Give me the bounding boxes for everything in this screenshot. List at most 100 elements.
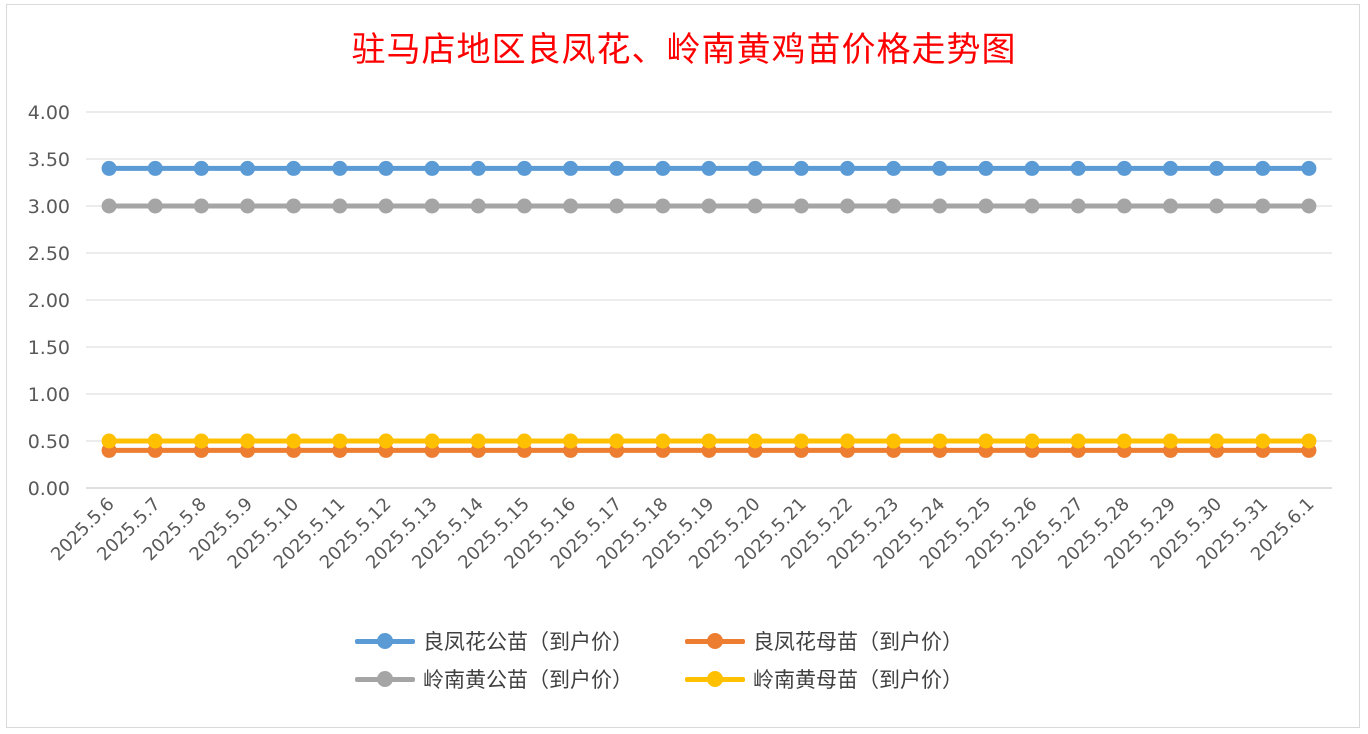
data-point[interactable]: [470, 198, 486, 214]
data-point[interactable]: [147, 160, 163, 176]
data-point[interactable]: [978, 198, 994, 214]
data-point[interactable]: [378, 433, 394, 449]
data-point[interactable]: [378, 198, 394, 214]
data-point[interactable]: [1301, 198, 1317, 214]
data-point[interactable]: [378, 160, 394, 176]
data-point[interactable]: [1116, 433, 1132, 449]
data-point[interactable]: [1070, 433, 1086, 449]
legend-label-series-1: 良凤花母苗（到户价）: [753, 630, 963, 654]
data-point[interactable]: [193, 433, 209, 449]
data-point[interactable]: [240, 198, 256, 214]
data-point[interactable]: [609, 198, 625, 214]
legend-item-series-1[interactable]: 良凤花母苗（到户价）: [685, 628, 1025, 654]
data-point[interactable]: [147, 198, 163, 214]
data-point[interactable]: [839, 433, 855, 449]
series-0: [101, 160, 1317, 176]
data-point[interactable]: [1301, 160, 1317, 176]
legend-item-series-2[interactable]: 岭南黄公苗（到户价）: [355, 666, 685, 692]
y-tick-label: 0.50: [28, 431, 70, 453]
legend-label-series-2: 岭南黄公苗（到户价）: [423, 668, 633, 692]
data-point[interactable]: [886, 433, 902, 449]
data-point[interactable]: [932, 198, 948, 214]
data-point[interactable]: [516, 198, 532, 214]
data-point[interactable]: [655, 160, 671, 176]
data-point[interactable]: [1255, 433, 1271, 449]
data-point[interactable]: [286, 433, 302, 449]
data-point[interactable]: [286, 198, 302, 214]
data-point[interactable]: [793, 198, 809, 214]
legend-item-series-3[interactable]: 岭南黄母苗（到户价）: [685, 666, 1025, 692]
data-point[interactable]: [240, 433, 256, 449]
data-point[interactable]: [886, 198, 902, 214]
data-point[interactable]: [1070, 160, 1086, 176]
data-point[interactable]: [793, 160, 809, 176]
data-point[interactable]: [932, 160, 948, 176]
data-point[interactable]: [1255, 198, 1271, 214]
data-point[interactable]: [1116, 160, 1132, 176]
data-point[interactable]: [1116, 198, 1132, 214]
data-point[interactable]: [240, 160, 256, 176]
data-point[interactable]: [793, 433, 809, 449]
data-point[interactable]: [747, 160, 763, 176]
y-tick-label: 1.50: [28, 337, 70, 359]
data-point[interactable]: [193, 198, 209, 214]
data-point[interactable]: [1209, 433, 1225, 449]
data-point[interactable]: [424, 198, 440, 214]
data-point[interactable]: [978, 433, 994, 449]
legend-item-series-0[interactable]: 良凤花公苗（到户价）: [355, 628, 685, 654]
legend-swatch-series-2: [355, 666, 415, 692]
data-point[interactable]: [563, 160, 579, 176]
data-point[interactable]: [563, 198, 579, 214]
data-point[interactable]: [101, 160, 117, 176]
legend: 良凤花公苗（到户价） 良凤花母苗（到户价） 岭南黄公苗（到户价） 岭南黄母苗（到…: [355, 628, 1055, 692]
data-point[interactable]: [424, 160, 440, 176]
data-point[interactable]: [701, 198, 717, 214]
data-point[interactable]: [1070, 198, 1086, 214]
legend-label-series-0: 良凤花公苗（到户价）: [423, 630, 633, 654]
data-point[interactable]: [932, 433, 948, 449]
data-point[interactable]: [701, 160, 717, 176]
data-point[interactable]: [609, 160, 625, 176]
data-point[interactable]: [332, 433, 348, 449]
data-point[interactable]: [1255, 160, 1271, 176]
data-point[interactable]: [839, 160, 855, 176]
data-point[interactable]: [1162, 198, 1178, 214]
data-point[interactable]: [609, 433, 625, 449]
data-point[interactable]: [747, 433, 763, 449]
chart-title: 驻马店地区良凤花、岭南黄鸡苗价格走势图: [351, 30, 1017, 70]
data-point[interactable]: [147, 433, 163, 449]
y-tick-label: 2.00: [28, 290, 70, 312]
data-point[interactable]: [1024, 198, 1040, 214]
data-point[interactable]: [470, 433, 486, 449]
legend-swatch-series-3: [685, 666, 745, 692]
data-point[interactable]: [101, 198, 117, 214]
data-point[interactable]: [1209, 160, 1225, 176]
legend-label-series-3: 岭南黄母苗（到户价）: [753, 668, 963, 692]
y-tick-label: 0.00: [28, 478, 70, 500]
data-point[interactable]: [655, 198, 671, 214]
data-point[interactable]: [1209, 198, 1225, 214]
data-point[interactable]: [193, 160, 209, 176]
legend-swatch-series-0: [355, 628, 415, 654]
data-point[interactable]: [655, 433, 671, 449]
data-point[interactable]: [1024, 160, 1040, 176]
data-point[interactable]: [332, 198, 348, 214]
data-point[interactable]: [101, 433, 117, 449]
data-point[interactable]: [516, 160, 532, 176]
data-point[interactable]: [1162, 160, 1178, 176]
data-point[interactable]: [563, 433, 579, 449]
data-point[interactable]: [1301, 433, 1317, 449]
data-point[interactable]: [470, 160, 486, 176]
data-point[interactable]: [1024, 433, 1040, 449]
data-point[interactable]: [886, 160, 902, 176]
data-point[interactable]: [516, 433, 532, 449]
data-point[interactable]: [424, 433, 440, 449]
data-point[interactable]: [286, 160, 302, 176]
data-point[interactable]: [978, 160, 994, 176]
data-point[interactable]: [747, 198, 763, 214]
data-point[interactable]: [839, 198, 855, 214]
data-point[interactable]: [701, 433, 717, 449]
data-point[interactable]: [332, 160, 348, 176]
data-point[interactable]: [1162, 433, 1178, 449]
y-tick-label: 1.00: [28, 384, 70, 406]
